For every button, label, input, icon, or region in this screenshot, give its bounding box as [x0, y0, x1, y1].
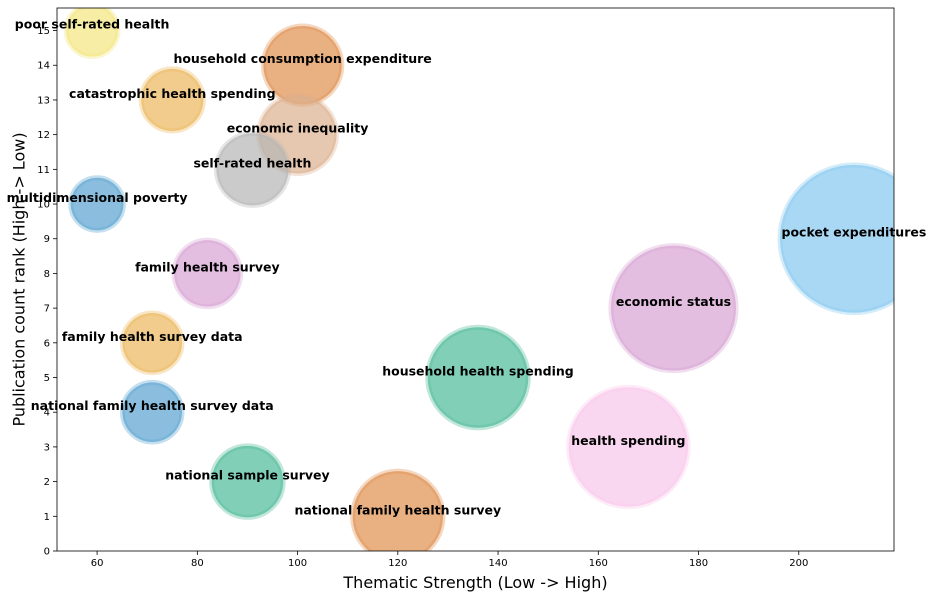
y-tick-label: 9 — [44, 234, 50, 245]
x-tick-label: 160 — [589, 558, 608, 569]
bubble-label: national family health survey data — [31, 398, 274, 413]
bubble-label: self-rated health — [193, 155, 311, 170]
y-tick-label: 1 — [44, 512, 50, 523]
x-tick-label: 60 — [91, 558, 104, 569]
x-axis-title: Thematic Strength (Low -> High) — [342, 573, 607, 592]
bubble-point — [566, 384, 691, 510]
x-tick-label: 120 — [388, 558, 407, 569]
y-tick-label: 11 — [37, 165, 50, 176]
y-tick-label: 3 — [44, 442, 50, 453]
bubble-label: health spending — [571, 433, 685, 448]
y-tick-label: 8 — [44, 269, 50, 280]
y-tick-label: 15 — [37, 26, 50, 37]
y-tick-label: 5 — [44, 373, 50, 384]
bubble-label: multidimensional poverty — [7, 190, 188, 205]
bubble-label: national family health survey — [294, 502, 501, 517]
bubble-point — [119, 310, 185, 376]
bubble-point — [63, 8, 121, 60]
y-axis-title: Publication count rank (High -> Low) — [10, 132, 29, 426]
bubble-label: family health survey — [135, 259, 280, 274]
bubble-label: household health spending — [382, 364, 574, 379]
bubbles-layer — [63, 8, 894, 551]
y-tick-label: 2 — [44, 477, 50, 488]
y-tick-label: 7 — [44, 304, 50, 315]
bubble-label: household consumption expenditure — [173, 51, 431, 66]
labels-layer: poor self-rated health household consumpt… — [7, 17, 927, 518]
bubble-point — [350, 468, 446, 551]
bubble-point — [213, 130, 292, 208]
y-tick-label: 0 — [44, 547, 50, 558]
bubble-label: family health survey data — [62, 329, 243, 344]
y-tick-label: 13 — [37, 95, 50, 106]
bubble-point — [608, 243, 739, 374]
bubble-label: pocket expenditures — [782, 225, 927, 240]
bubble-point — [777, 162, 894, 316]
y-tick-label: 12 — [37, 130, 50, 141]
bubble-point — [119, 379, 185, 445]
y-tick-label: 4 — [44, 408, 50, 419]
x-tick-label: 200 — [789, 558, 808, 569]
x-tick-label: 140 — [489, 558, 508, 569]
x-tick-label: 100 — [288, 558, 307, 569]
bubble-label: poor self-rated health — [15, 17, 170, 32]
ticks-layer: 60 80 100 120 140 160 180 200012345678910111213… — [37, 26, 808, 569]
bubble-label: national sample survey — [165, 468, 329, 483]
bubble-point — [209, 443, 286, 520]
y-tick-label: 6 — [44, 338, 50, 349]
bubble-label: catastrophic health spending — [69, 86, 275, 101]
bubble-point — [68, 175, 126, 233]
bubble-point — [138, 66, 206, 134]
bubble-label: economic status — [616, 294, 731, 309]
x-tick-label: 80 — [191, 558, 204, 569]
y-tick-label: 14 — [37, 61, 50, 72]
bubble-label: economic inequality — [227, 121, 369, 136]
bubble-point — [425, 324, 531, 431]
bubble-point — [171, 237, 244, 310]
x-tick-label: 180 — [689, 558, 708, 569]
plot-frame — [56, 7, 895, 552]
y-tick-label: 10 — [37, 200, 50, 211]
